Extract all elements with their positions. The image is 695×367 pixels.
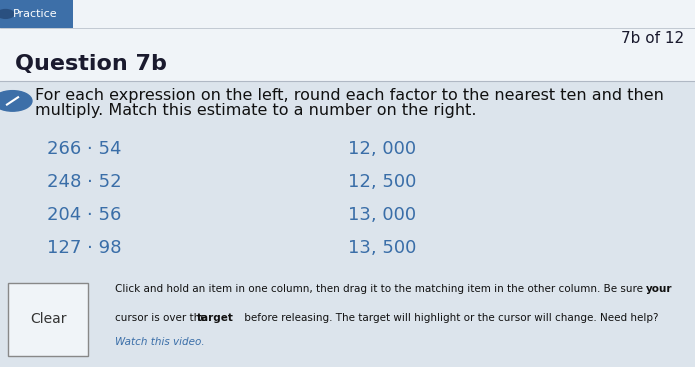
Text: 12, 500: 12, 500 [348,172,416,191]
Text: 7b of 12: 7b of 12 [621,31,685,46]
FancyBboxPatch shape [0,0,695,81]
Text: 127 · 98: 127 · 98 [47,239,122,257]
Circle shape [0,91,32,111]
Text: your: your [646,284,673,294]
FancyBboxPatch shape [8,283,88,356]
Text: 266 · 54: 266 · 54 [47,139,122,158]
Text: Question 7b: Question 7b [15,54,167,74]
Text: 12, 000: 12, 000 [348,139,416,158]
Text: 204 · 56: 204 · 56 [47,206,122,224]
FancyBboxPatch shape [0,0,73,28]
Text: multiply. Match this estimate to a number on the right.: multiply. Match this estimate to a numbe… [35,103,476,117]
Text: cursor is over the: cursor is over the [115,313,210,323]
Text: target: target [197,313,234,323]
Text: Practice: Practice [13,9,57,19]
Text: Watch this video.: Watch this video. [115,337,204,347]
Text: 248 · 52: 248 · 52 [47,172,122,191]
Circle shape [0,10,14,18]
Text: 13, 500: 13, 500 [348,239,416,257]
Text: Clear: Clear [30,312,67,326]
Text: before releasing. The target will highlight or the cursor will change. Need help: before releasing. The target will highli… [241,313,659,323]
Text: 13, 000: 13, 000 [348,206,416,224]
Text: Click and hold an item in one column, then drag it to the matching item in the o: Click and hold an item in one column, th… [115,284,646,294]
Text: For each expression on the left, round each factor to the nearest ten and then: For each expression on the left, round e… [35,88,664,103]
